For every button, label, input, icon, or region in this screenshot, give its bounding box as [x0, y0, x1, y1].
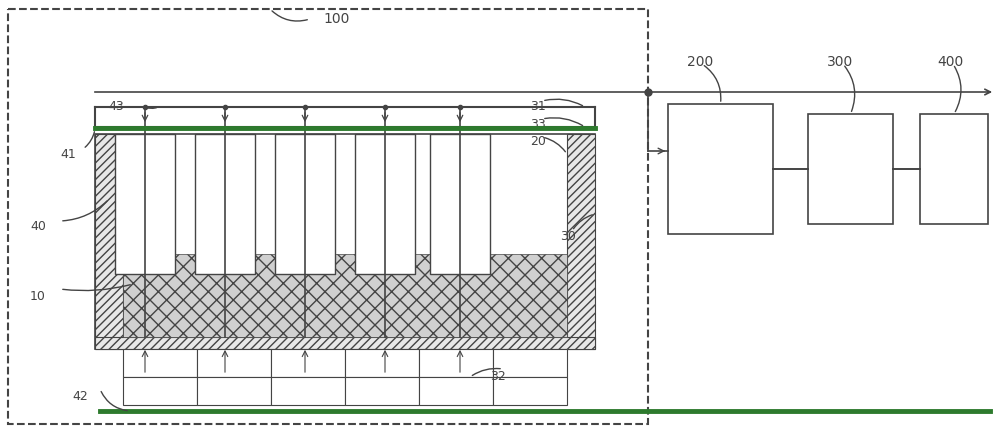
- Text: 33: 33: [530, 118, 546, 131]
- Bar: [197, 377, 271, 405]
- Bar: [195, 135, 255, 274]
- Bar: [271, 377, 345, 405]
- Bar: [275, 135, 335, 274]
- Bar: [419, 349, 493, 377]
- Bar: [493, 377, 567, 405]
- Text: 30: 30: [560, 230, 576, 243]
- Text: 41: 41: [60, 148, 76, 161]
- Bar: [95, 135, 123, 349]
- Text: 42: 42: [72, 389, 88, 402]
- Bar: [95, 337, 595, 349]
- Bar: [567, 135, 595, 349]
- Text: 43: 43: [108, 100, 124, 113]
- Bar: [355, 135, 415, 274]
- Bar: [123, 254, 567, 337]
- Bar: [123, 377, 197, 405]
- Bar: [419, 377, 493, 405]
- Bar: [808, 115, 893, 224]
- Bar: [345, 349, 419, 377]
- Text: 300: 300: [827, 55, 853, 69]
- Text: 10: 10: [30, 289, 46, 302]
- Bar: [430, 135, 490, 274]
- Bar: [123, 349, 197, 377]
- Text: 400: 400: [937, 55, 963, 69]
- Bar: [197, 349, 271, 377]
- Bar: [920, 115, 988, 224]
- Bar: [8, 10, 648, 424]
- Bar: [271, 349, 345, 377]
- Text: 32: 32: [490, 369, 506, 382]
- Text: 200: 200: [687, 55, 713, 69]
- Bar: [668, 105, 773, 234]
- Text: 20: 20: [530, 135, 546, 148]
- Bar: [493, 349, 567, 377]
- Bar: [345, 377, 419, 405]
- Text: 100: 100: [324, 12, 350, 26]
- Text: 31: 31: [530, 100, 546, 113]
- Bar: [115, 135, 175, 274]
- Bar: [95, 135, 595, 349]
- Text: 40: 40: [30, 220, 46, 233]
